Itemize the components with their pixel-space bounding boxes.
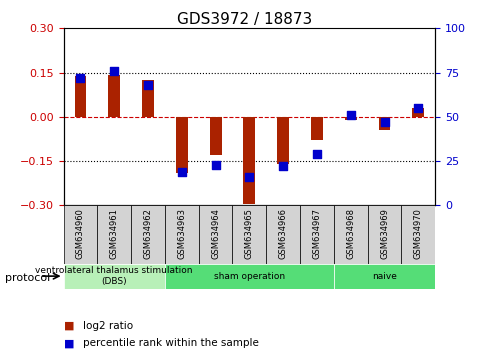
Text: GSM634970: GSM634970 [413,208,422,263]
FancyBboxPatch shape [232,205,266,264]
Bar [142,80,154,117]
Bar [243,117,255,204]
Point [178,169,185,175]
FancyBboxPatch shape [131,205,164,264]
Text: protocol: protocol [5,273,50,283]
Text: ■: ■ [63,321,74,331]
FancyBboxPatch shape [300,205,333,264]
Point [211,162,219,167]
Text: GSM634968: GSM634968 [346,208,354,263]
Text: GSM634964: GSM634964 [211,208,220,259]
Text: GSM634961: GSM634961 [109,208,119,263]
FancyBboxPatch shape [266,205,300,264]
Text: GSM634967: GSM634967 [312,208,321,259]
Point [279,164,286,169]
Text: GSM634967: GSM634967 [312,208,321,263]
Text: GSM634964: GSM634964 [211,208,220,263]
FancyBboxPatch shape [198,205,232,264]
Text: GSM634962: GSM634962 [143,208,152,259]
Bar [277,117,288,164]
Text: ■: ■ [63,338,74,348]
Bar [74,76,86,117]
Text: GSM634965: GSM634965 [244,208,253,263]
FancyBboxPatch shape [333,264,434,289]
Bar [378,117,389,130]
Text: GSM634970: GSM634970 [413,208,422,259]
FancyBboxPatch shape [63,264,164,289]
Point [346,112,354,118]
Text: GSM634968: GSM634968 [346,208,354,259]
Point [312,151,320,157]
Text: ventrolateral thalamus stimulation
(DBS): ventrolateral thalamus stimulation (DBS) [36,267,193,286]
Text: log2 ratio: log2 ratio [83,321,133,331]
Text: GSM634966: GSM634966 [278,208,287,263]
FancyBboxPatch shape [164,264,333,289]
Point [110,68,118,74]
FancyBboxPatch shape [63,205,97,264]
Bar [209,117,221,155]
Text: GSM634969: GSM634969 [379,208,388,263]
Point [144,82,152,88]
FancyBboxPatch shape [164,205,198,264]
Point [380,119,387,125]
Bar [176,117,187,173]
Point [245,174,253,180]
Text: GSM634960: GSM634960 [76,208,85,259]
FancyBboxPatch shape [97,205,131,264]
Text: sham operation: sham operation [213,272,285,281]
Text: GSM634966: GSM634966 [278,208,287,259]
FancyBboxPatch shape [367,205,401,264]
Text: naive: naive [371,272,396,281]
Bar [310,117,322,141]
Bar [344,117,356,120]
FancyBboxPatch shape [401,205,434,264]
Text: GSM634963: GSM634963 [177,208,186,259]
Text: percentile rank within the sample: percentile rank within the sample [83,338,259,348]
Bar [108,75,120,117]
Text: GSM634969: GSM634969 [379,208,388,259]
FancyBboxPatch shape [333,205,367,264]
Text: GDS3972 / 18873: GDS3972 / 18873 [177,12,311,27]
Text: GSM634962: GSM634962 [143,208,152,263]
Text: GSM634960: GSM634960 [76,208,85,263]
Point [413,105,421,111]
Text: GSM634963: GSM634963 [177,208,186,263]
Text: GSM634961: GSM634961 [109,208,119,259]
Point [77,75,84,81]
Text: GSM634965: GSM634965 [244,208,253,259]
Bar [411,108,424,117]
